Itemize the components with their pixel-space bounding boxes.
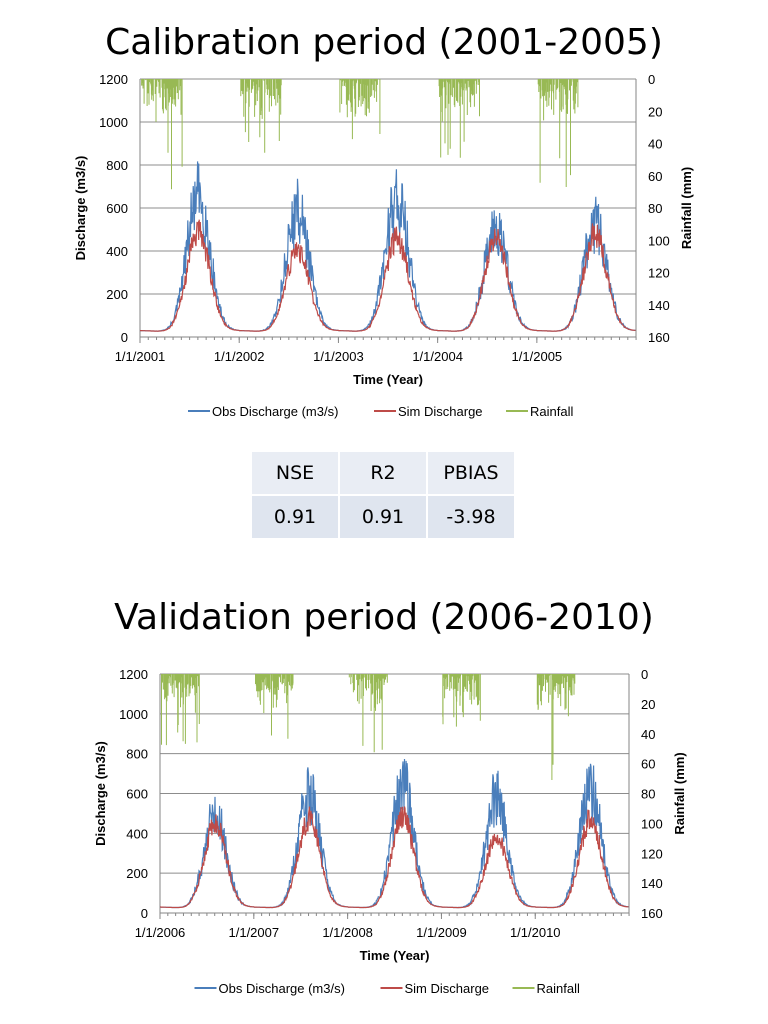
- x-tick-label: 1/1/2003: [313, 349, 364, 364]
- y2-tick-label: 40: [648, 137, 662, 152]
- y-tick-label: 400: [126, 826, 148, 841]
- y2-tick-label: 60: [641, 757, 655, 772]
- legend-label: Obs Discharge (m3/s): [212, 404, 338, 419]
- y-tick-label: 400: [106, 244, 128, 259]
- x-tick-label: 1/1/2001: [115, 349, 166, 364]
- y-tick-label: 0: [121, 330, 128, 345]
- y2-tick-label: 100: [641, 816, 663, 831]
- stats-header-r2: R2: [340, 452, 426, 494]
- sim-discharge-series: [139, 219, 636, 332]
- sim-discharge-series: [160, 806, 629, 909]
- performance-stats-table: NSE R2 PBIAS 0.91 0.91 -3.98: [250, 450, 516, 540]
- y2-tick-label: 60: [648, 169, 662, 184]
- x-tick-label: 1/1/2002: [214, 349, 265, 364]
- stats-value-pbias: -3.98: [428, 496, 514, 538]
- x-tick-label: 1/1/2010: [510, 925, 561, 940]
- y2-tick-label: 140: [648, 298, 670, 313]
- rainfall-series: [161, 674, 576, 780]
- calibration-chart: 0 200 400 600 800 1000 1200 0 20 40 60 80 100 120 140 1…: [73, 72, 694, 419]
- y2-tick-label: 120: [648, 266, 670, 281]
- y2-tick-label: 80: [648, 201, 662, 216]
- legend-label: Rainfall: [537, 981, 580, 996]
- y-axis-label: Discharge (m3/s): [73, 156, 88, 261]
- y-tick-label: 1000: [99, 115, 128, 130]
- y2-tick-label: 20: [641, 697, 655, 712]
- y2-tick-label: 140: [641, 876, 663, 891]
- legend-label: Sim Discharge: [405, 981, 490, 996]
- stats-value-nse: 0.91: [252, 496, 338, 538]
- stats-header-nse: NSE: [252, 452, 338, 494]
- y2-tick-label: 100: [648, 233, 670, 248]
- legend-label: Rainfall: [530, 404, 573, 419]
- y2-tick-label: 0: [648, 72, 655, 87]
- chart-title-validation: Validation period (2006-2010): [114, 597, 654, 638]
- legend-label: Obs Discharge (m3/s): [219, 981, 345, 996]
- y2-tick-label: 160: [648, 330, 670, 345]
- x-tick-label: 1/1/2005: [512, 349, 563, 364]
- x-axis-label: Time (Year): [353, 372, 423, 387]
- y-tick-label: 800: [126, 747, 148, 762]
- y-tick-label: 600: [126, 787, 148, 802]
- x-tick-label: 1/1/2004: [412, 349, 463, 364]
- x-tick-label: 1/1/2009: [416, 925, 467, 940]
- y2-tick-label: 160: [641, 906, 663, 921]
- x-tick-label: 1/1/2007: [229, 925, 280, 940]
- y2-tick-label: 120: [641, 846, 663, 861]
- rainfall-series: [141, 79, 579, 190]
- y2-tick-label: 80: [641, 787, 655, 802]
- x-tick-label: 1/1/2008: [322, 925, 373, 940]
- stats-header-pbias: PBIAS: [428, 452, 514, 494]
- y2-axis-label: Rainfall (mm): [672, 752, 687, 834]
- y-tick-label: 0: [141, 906, 148, 921]
- y2-tick-label: 40: [641, 727, 655, 742]
- y-tick-label: 200: [106, 287, 128, 302]
- legend-label: Sim Discharge: [398, 404, 483, 419]
- y-tick-label: 200: [126, 866, 148, 881]
- y2-tick-label: 20: [648, 104, 662, 119]
- x-tick-label: 1/1/2006: [135, 925, 186, 940]
- y-tick-label: 1000: [119, 707, 148, 722]
- y2-axis-label: Rainfall (mm): [679, 167, 694, 249]
- y2-tick-label: 0: [641, 667, 648, 682]
- y-tick-label: 1200: [99, 72, 128, 87]
- stats-value-r2: 0.91: [340, 496, 426, 538]
- chart-title-calibration: Calibration period (2001-2005): [105, 22, 663, 63]
- y-tick-label: 600: [106, 201, 128, 216]
- y-tick-label: 1200: [119, 667, 148, 682]
- x-axis-label: Time (Year): [360, 948, 430, 963]
- y-axis-label: Discharge (m3/s): [93, 741, 108, 846]
- y-tick-label: 800: [106, 158, 128, 173]
